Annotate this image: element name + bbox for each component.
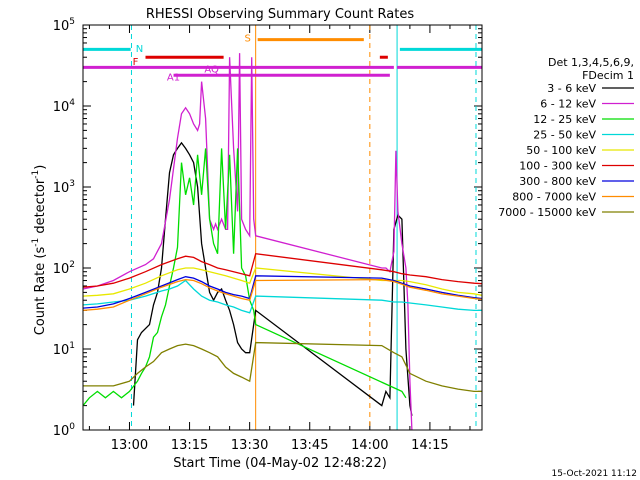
x-axis-label: Start Time (04-May-02 12:48:22) <box>173 456 387 471</box>
legend-label: 50 - 100 keV <box>526 144 596 157</box>
x-tick-label: 13:15 <box>171 438 208 453</box>
legend-label: 3 - 6 keV <box>547 82 596 95</box>
y-axis-label-exp-1: -1 <box>31 238 41 247</box>
y-axis-label-part-3: ) <box>33 165 48 170</box>
legend-header-line: Det 1,3,4,5,6,9, <box>548 56 634 69</box>
x-tick-label: 13:30 <box>231 438 268 453</box>
status-marker-label: F <box>133 57 139 68</box>
y-tick-base: 10 <box>53 100 70 115</box>
legend-header-line: FDecim 1 <box>582 69 634 82</box>
x-tick-label: 14:00 <box>351 438 388 453</box>
legend-label: 800 - 7000 keV <box>512 191 596 204</box>
legend-label: 6 - 12 keV <box>540 98 596 111</box>
y-tick-base: 10 <box>53 424 70 439</box>
y-tick-exponent: 0 <box>69 422 75 432</box>
y-tick-exponent: 4 <box>69 98 75 108</box>
legend-label: 100 - 300 keV <box>519 160 596 173</box>
series-line-6 <box>83 275 482 309</box>
y-tick-base: 10 <box>53 19 70 34</box>
series-line-4 <box>83 267 482 297</box>
series-line-7 <box>83 278 482 312</box>
x-tick-label: 14:15 <box>411 438 448 453</box>
y-tick-exponent: 3 <box>69 179 75 189</box>
y-tick-label: 105 <box>53 17 75 34</box>
x-tick-label: 13:00 <box>111 438 148 453</box>
y-axis-label-part-1: Count Rate (s <box>33 247 48 336</box>
chart-title: RHESSI Observing Summary Count Rates <box>146 7 415 22</box>
y-axis-label: Count Rate (s-1 detector-1) <box>31 165 48 336</box>
y-tick-label: 100 <box>53 422 76 439</box>
y-tick-base: 10 <box>53 343 70 358</box>
y-tick-label: 103 <box>53 179 75 196</box>
plot-frame <box>82 24 483 431</box>
status-marker-label: N <box>136 44 143 55</box>
y-tick-exponent: 2 <box>69 260 75 270</box>
y-axis-label-exp-2: -1 <box>31 170 41 179</box>
legend-label: 12 - 25 keV <box>533 113 596 126</box>
y-tick-base: 10 <box>53 262 70 277</box>
y-tick-label: 102 <box>53 260 75 277</box>
legend-label: 7000 - 15000 keV <box>498 206 596 219</box>
status-marker-label: S <box>244 34 250 45</box>
x-tick-label: 13:45 <box>291 438 328 453</box>
y-tick-base: 10 <box>53 181 70 196</box>
y-axis-label-part-2: detector <box>33 178 48 238</box>
legend: Det 1,3,4,5,6,9,FDecim 13 - 6 keV 6 - 12 … <box>498 56 634 219</box>
series-line-3 <box>83 279 482 314</box>
legend-label: 25 - 50 keV <box>533 129 596 142</box>
legend-label: 300 - 800 keV <box>519 175 596 188</box>
status-marker-label: AQ <box>204 65 219 76</box>
series-line-8 <box>83 341 482 393</box>
y-tick-label: 101 <box>53 341 75 358</box>
status-marker-label: A1 <box>167 73 180 84</box>
timestamp: 15-Oct-2021 11:12 <box>552 469 637 479</box>
y-tick-label: 104 <box>53 98 76 115</box>
series-line-5 <box>83 252 482 288</box>
y-tick-exponent: 1 <box>69 341 75 351</box>
series-line-2 <box>83 148 407 407</box>
series-line-0 <box>132 141 413 416</box>
y-tick-exponent: 5 <box>69 17 75 27</box>
